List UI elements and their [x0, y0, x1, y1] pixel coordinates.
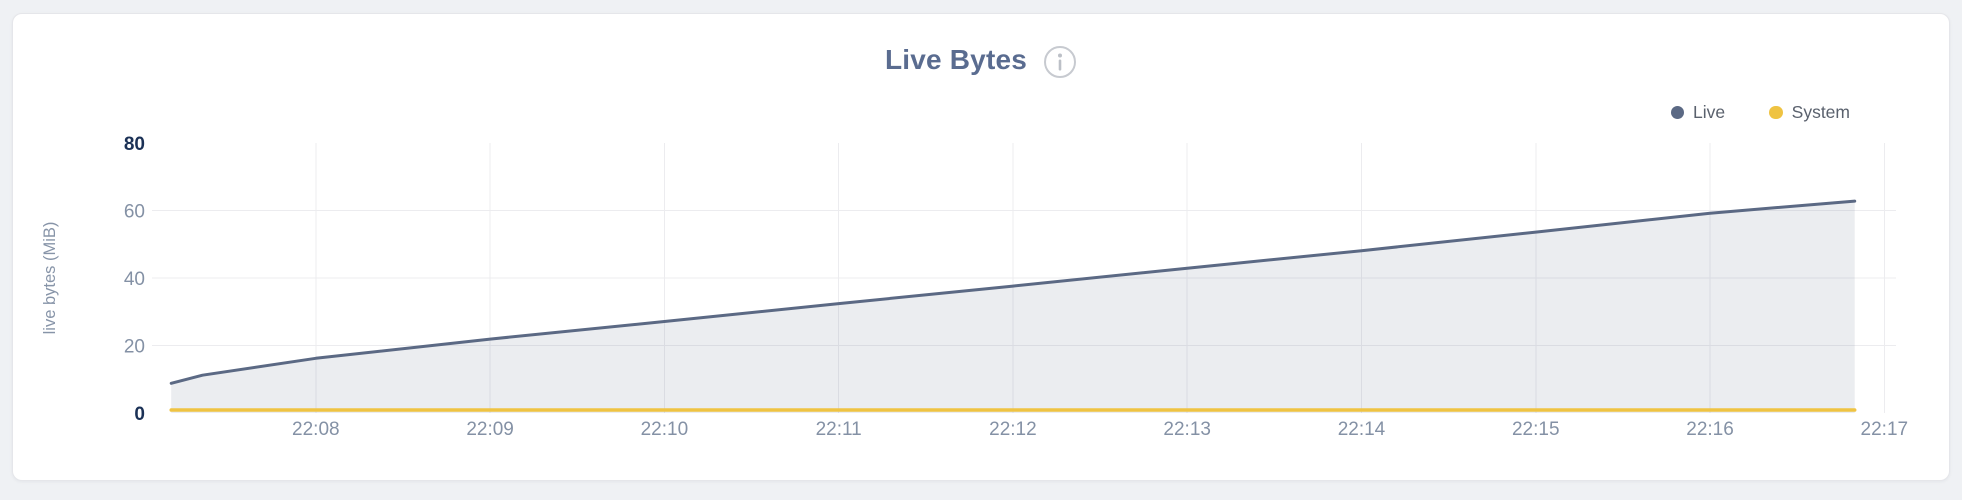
system-series-swatch-icon	[1769, 105, 1783, 120]
y-axis-tick-labels: 0 20 40 60 80	[124, 134, 145, 425]
legend-item-system[interactable]: System	[1769, 102, 1850, 123]
svg-text:22:15: 22:15	[1512, 419, 1560, 440]
svg-text:22:13: 22:13	[1163, 419, 1211, 440]
svg-text:40: 40	[124, 269, 145, 290]
live-series-swatch-icon	[1670, 105, 1685, 120]
y-axis-title: live bytes (MiB)	[41, 222, 59, 335]
svg-text:22:12: 22:12	[989, 419, 1037, 440]
svg-text:80: 80	[124, 134, 145, 155]
legend-label-live: Live	[1693, 102, 1726, 122]
series-line-live	[169, 199, 1857, 385]
svg-text:22:08: 22:08	[292, 419, 340, 440]
svg-text:22:11: 22:11	[816, 419, 862, 440]
svg-text:22:10: 22:10	[641, 419, 689, 440]
x-axis-tick-labels: 22:08 22:09 22:10 22:11 22:12 22:13 22:14 22:15…	[292, 419, 1908, 440]
series-area-fills	[171, 201, 1855, 413]
live-bytes-chart-card	[12, 13, 1950, 481]
svg-text:0: 0	[134, 404, 145, 425]
info-icon[interactable]	[1043, 45, 1077, 79]
svg-text:22:09: 22:09	[466, 419, 514, 440]
svg-text:22:16: 22:16	[1686, 419, 1734, 440]
legend-item-live[interactable]: Live	[1670, 102, 1726, 123]
svg-text:22:14: 22:14	[1338, 419, 1386, 440]
area-fill-live	[171, 201, 1855, 413]
gridlines	[152, 143, 1896, 413]
svg-text:20: 20	[124, 337, 145, 358]
svg-text:60: 60	[124, 202, 145, 223]
series-lines	[169, 199, 1857, 412]
chart-legend: Live System	[1670, 102, 1850, 123]
legend-label-system: System	[1791, 102, 1850, 122]
svg-text:22:17: 22:17	[1861, 419, 1909, 440]
